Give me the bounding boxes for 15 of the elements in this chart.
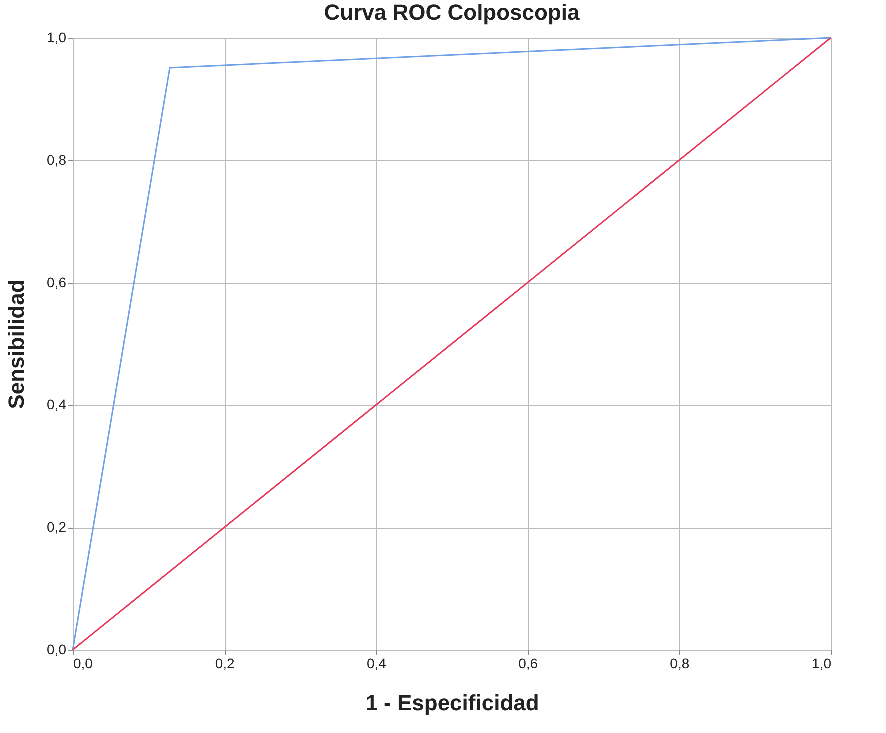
y-tick-label: 0,8 [47, 152, 67, 168]
x-tick-label: 1,0 [812, 656, 832, 672]
y-tick-label: 0,0 [47, 642, 67, 658]
y-tick-label: 0,6 [47, 274, 67, 290]
x-tick-label: 0,4 [366, 656, 387, 672]
x-tick-label: 0,8 [670, 656, 690, 672]
y-tick-label: 0,2 [47, 519, 67, 536]
y-tick-label: 1,0 [47, 30, 67, 46]
y-tick-label: 0,4 [47, 396, 67, 413]
chart-title: Curva ROC Colposcopia [324, 0, 581, 25]
x-tick-label: 0,2 [215, 656, 236, 672]
x-tick-label: 0,0 [74, 656, 94, 672]
x-tick-label: 0,6 [518, 656, 538, 672]
x-axis-title: 1 - Especificidad [366, 690, 540, 716]
y-axis-title: Sensibilidad [4, 280, 30, 410]
